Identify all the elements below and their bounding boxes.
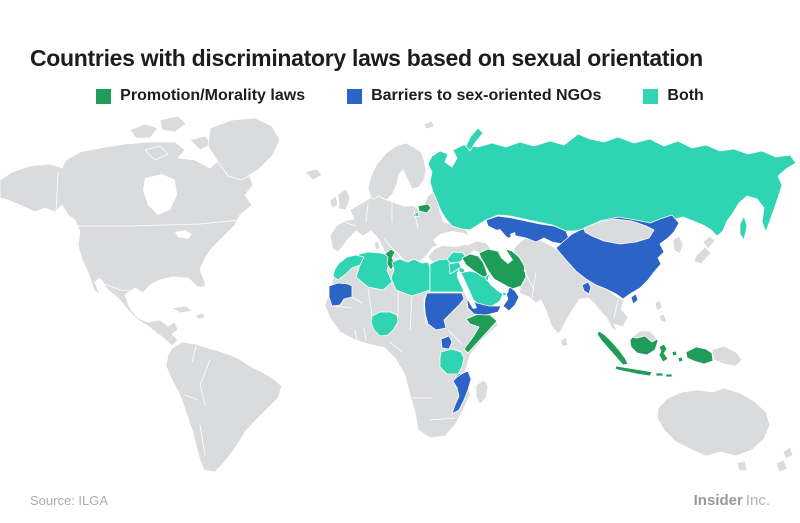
persian-gulf — [488, 276, 509, 294]
country-yemen — [466, 297, 502, 316]
legend-item-promotion: Promotion/Morality laws — [96, 87, 305, 105]
landmass-british-isles — [329, 188, 351, 211]
country-mauritania — [328, 282, 353, 307]
country-lithuania — [417, 203, 432, 214]
landmass-australia — [656, 387, 771, 457]
country-tanzania — [439, 348, 465, 375]
page-title: Countries with discriminatory laws based… — [30, 45, 703, 72]
country-russia-islands — [412, 127, 748, 241]
brand-suffix: Inc. — [745, 492, 770, 509]
landmass-korea — [672, 235, 684, 255]
country-uganda — [440, 335, 453, 350]
landmass-iceland — [304, 168, 323, 181]
country-bangladesh — [581, 281, 592, 295]
source-credit: Source: ILGA — [30, 493, 109, 508]
landmass-greenland — [207, 117, 281, 181]
legend-swatch-promotion — [96, 88, 112, 104]
landmass-new-guinea-east — [711, 345, 743, 367]
legend-label-barriers: Barriers to sex-oriented NGOs — [371, 87, 602, 104]
legend: Promotion/Morality laws Barriers to sex-… — [0, 87, 800, 105]
country-libya — [390, 258, 431, 297]
legend-label-promotion: Promotion/Morality laws — [120, 87, 306, 104]
red-sea — [457, 268, 477, 309]
brand-name: Insider — [693, 492, 743, 509]
seas — [143, 174, 516, 309]
legend-item-barriers: Barriers to sex-oriented NGOs — [347, 87, 601, 105]
country-mozambique — [451, 370, 472, 415]
landmass-japan — [693, 235, 716, 265]
landmass-philippines — [654, 299, 668, 324]
landmass-north-america — [0, 141, 254, 347]
internal-borders — [55, 171, 619, 456]
aral-sea — [510, 232, 516, 238]
hudson-bay — [143, 174, 177, 215]
landmass-mongolia — [583, 218, 655, 245]
country-morocco — [332, 254, 365, 281]
landmass-scandinavia — [367, 142, 427, 201]
landmass-sri-lanka — [560, 336, 569, 348]
landmass-malaysia-north-borneo — [631, 330, 658, 343]
landmass-south-america — [165, 341, 283, 473]
great-lakes — [175, 230, 192, 239]
black-sea — [433, 231, 472, 247]
country-iraq — [461, 253, 489, 278]
legend-swatch-barriers — [347, 88, 363, 104]
landmass-svalbard — [423, 120, 435, 130]
base-landmasses — [0, 115, 794, 473]
country-nigeria — [370, 311, 399, 337]
country-taiwan — [630, 293, 639, 305]
landmass-new-zealand — [775, 446, 794, 473]
brand-logo: Insider Inc. — [694, 492, 770, 509]
landmass-arctic-islands — [129, 115, 213, 161]
landmass-caribbean — [171, 305, 206, 320]
country-algeria — [355, 251, 393, 291]
legend-label-both: Both — [667, 87, 704, 104]
landmass-tasmania — [736, 460, 748, 472]
legend-item-both: Both — [643, 87, 704, 105]
country-sudan — [423, 292, 465, 331]
legend-swatch-both — [643, 88, 659, 104]
caspian-sea — [492, 229, 513, 264]
landmass-madagascar — [475, 379, 489, 405]
